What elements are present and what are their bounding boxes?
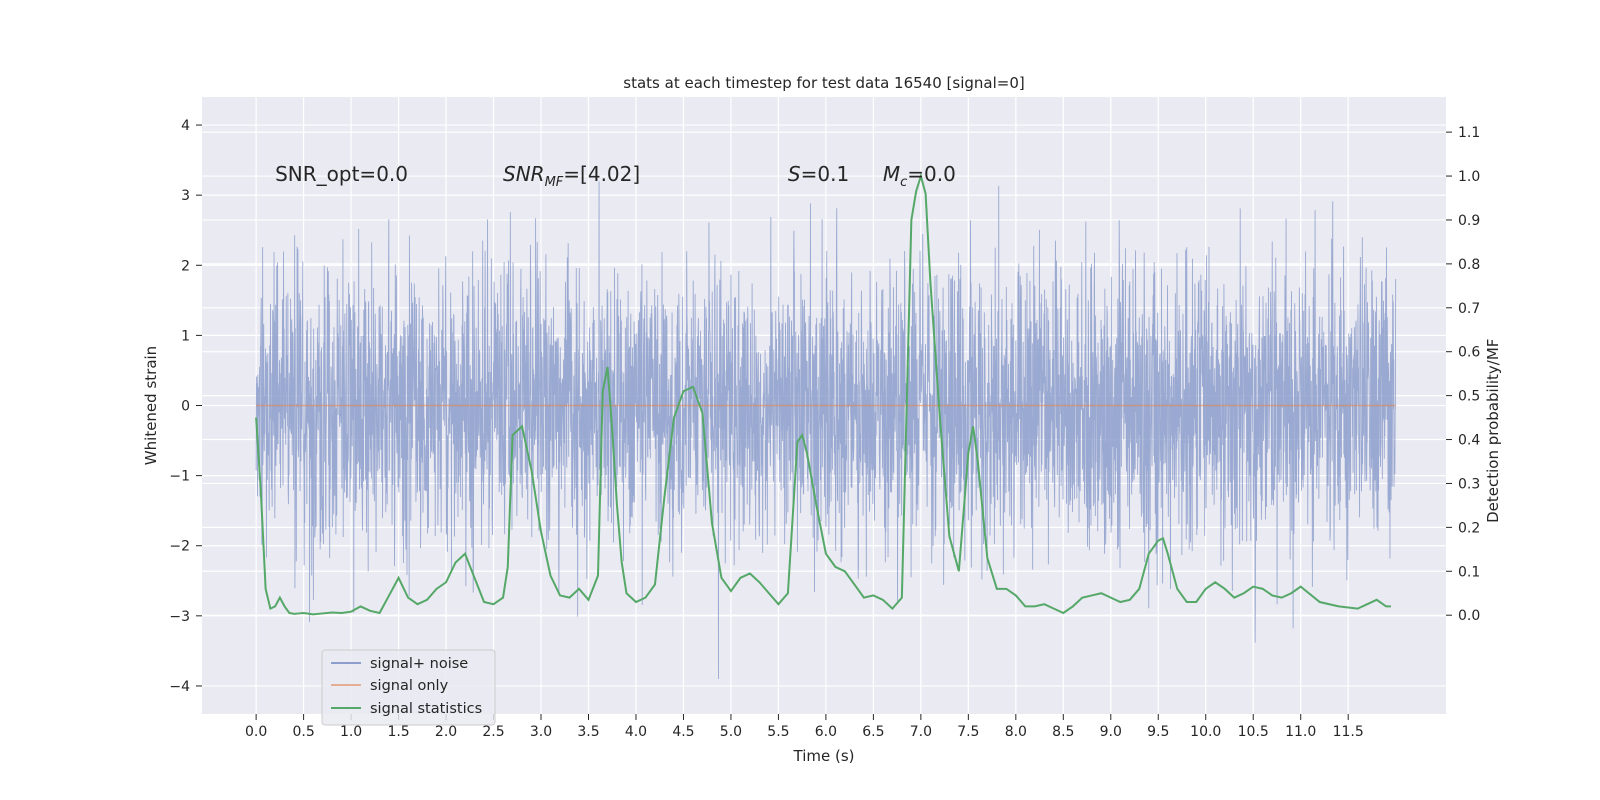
x-tick-label: 8.0: [1005, 724, 1027, 740]
y2-tick-label: 1.0: [1458, 169, 1480, 185]
y2-tick-label: 0.6: [1458, 345, 1480, 361]
signal-statistics-line: [255, 172, 1391, 616]
y-axis-label: Whitened strain: [142, 346, 160, 465]
x-tick-label: 11.0: [1285, 724, 1316, 740]
y2-tick-label: 0.1: [1458, 564, 1480, 580]
chart-title: stats at each timestep for test data 165…: [623, 74, 1024, 92]
x-tick-label: 7.5: [957, 724, 979, 740]
x-tick-label: 1.5: [387, 724, 409, 740]
x-tick-label: 8.5: [1052, 724, 1074, 740]
x-tick-label: 9.5: [1147, 724, 1169, 740]
x-tick-label: 11.5: [1333, 724, 1364, 740]
y2-tick-label: 0.9: [1458, 213, 1480, 229]
x-tick-label: 4.5: [672, 724, 694, 740]
legend-box: [321, 649, 496, 726]
x-tick-label: 9.0: [1100, 724, 1122, 740]
x-tick-label: 2.0: [435, 724, 457, 740]
y2-tick-label: 0.2: [1458, 520, 1480, 536]
signal-noise-line: [255, 181, 1397, 679]
x-tick-label: 0.0: [245, 724, 267, 740]
signal-statistics-series: [255, 172, 1391, 616]
y-tick-label: 4: [181, 118, 190, 134]
y2-tick-label: 0.7: [1458, 301, 1480, 317]
x-tick-label: 5.5: [767, 724, 789, 740]
x-tick-label: 3.0: [530, 724, 552, 740]
y-tick-label: −4: [169, 679, 190, 695]
annotation-3: Mc=0.0: [883, 162, 956, 190]
x-tick-label: 7.0: [910, 724, 932, 740]
y2-tick-label: 0.4: [1458, 433, 1480, 449]
annotation-2: S=0.1: [788, 162, 849, 186]
y-tick-label: 3: [181, 188, 190, 204]
y-axis-ticks: 4 3 2 1 0 −1 −2 −3 −4: [169, 118, 202, 695]
x-tick-label: 6.0: [815, 724, 837, 740]
annotation-0: SNR_opt=0.0: [275, 162, 408, 186]
y2-tick-label: 0.3: [1458, 476, 1480, 492]
x-tick-label: 10.5: [1238, 724, 1269, 740]
x-tick-label: 10.0: [1190, 724, 1221, 740]
legend-label-signal-statistics: signal statistics: [370, 701, 482, 717]
y2-tick-label: 0.8: [1458, 257, 1480, 273]
y2-tick-label: 1.1: [1458, 125, 1480, 141]
annotations: SNR_opt=0.0 SNRMF=[4.02] S=0.1 Mc=0.0: [275, 162, 956, 190]
y-tick-label: −3: [169, 609, 190, 625]
y2-tick-label: 0.0: [1458, 608, 1480, 624]
x-axis-ticks: 0.0 0.5 1.0 1.5 2.0 2.5 3.0 3.5 4.0 4.5 5.0 5.5 6.0 6…: [245, 714, 1364, 740]
signal-noise-series: [255, 181, 1397, 679]
y2-axis-ticks: 1.1 1.0 0.9 0.8 0.7 0.6 0.5 0.4 0.3 0.2 0.1 0.0: [1446, 125, 1480, 624]
x-tick-label: 4.0: [625, 724, 647, 740]
legend-label-signal-only: signal only: [370, 678, 449, 694]
x-tick-label: 5.0: [720, 724, 742, 740]
y-tick-label: 1: [181, 328, 190, 344]
annotation-1: SNRMF=[4.02]: [503, 162, 640, 190]
x-tick-label: 0.5: [292, 724, 314, 740]
y-tick-label: −2: [169, 539, 190, 555]
y-tick-label: −1: [169, 469, 190, 485]
legend: signal+ noise signal only signal statist…: [321, 649, 496, 726]
y-tick-label: 2: [181, 258, 190, 274]
y2-tick-label: 0.5: [1458, 389, 1480, 405]
x-tick-label: 6.5: [862, 724, 884, 740]
legend-label-signal-noise: signal+ noise: [370, 656, 468, 672]
x-tick-label: 3.5: [577, 724, 599, 740]
x-axis-label: Time (s): [793, 747, 855, 765]
x-tick-label: 2.5: [482, 724, 504, 740]
x-tick-label: 1.0: [340, 724, 362, 740]
y2-axis-label: Detection probability/MF: [1484, 339, 1502, 523]
y-tick-label: 0: [181, 399, 190, 415]
